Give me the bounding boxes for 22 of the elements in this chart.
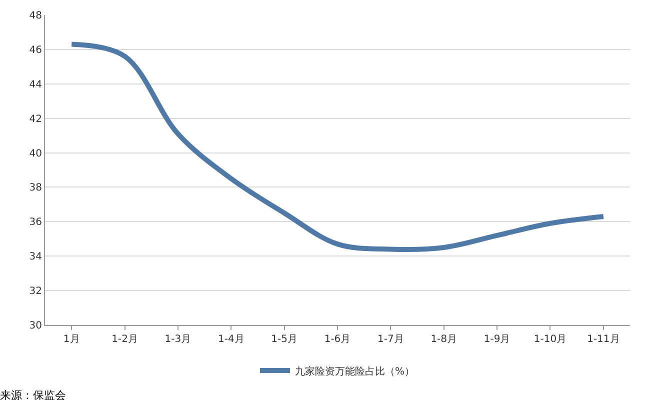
x-tick-label: 1月 (63, 334, 80, 345)
y-tick-label: 36 (29, 217, 42, 228)
x-tick-label: 1-10月 (534, 334, 567, 345)
x-tick-label: 1-7月 (378, 334, 404, 345)
y-tick-label: 40 (29, 148, 42, 160)
y-tick-label: 42 (29, 114, 42, 125)
x-tick-label: 1-9月 (484, 334, 510, 345)
legend-label: 九家险资万能险占比（%） (295, 365, 415, 378)
x-tick-label: 1-11月 (587, 334, 620, 345)
x-tick-label: 1-4月 (218, 334, 244, 345)
y-tick-label: 48 (29, 10, 42, 22)
y-tick-label: 32 (29, 286, 42, 298)
x-tick-label: 1-6月 (324, 334, 351, 345)
x-tick-label: 1-5月 (271, 334, 298, 345)
x-tick-label: 1-8月 (430, 334, 458, 345)
y-tick-label: 46 (29, 44, 42, 56)
x-tick-label: 1-2月 (112, 334, 138, 345)
y-tick-label: 44 (29, 79, 42, 90)
y-tick-label: 38 (29, 182, 42, 194)
y-tick-label: 34 (29, 252, 42, 263)
x-tick-label: 1-3月 (164, 334, 192, 345)
y-tick-label: 30 (29, 320, 42, 332)
